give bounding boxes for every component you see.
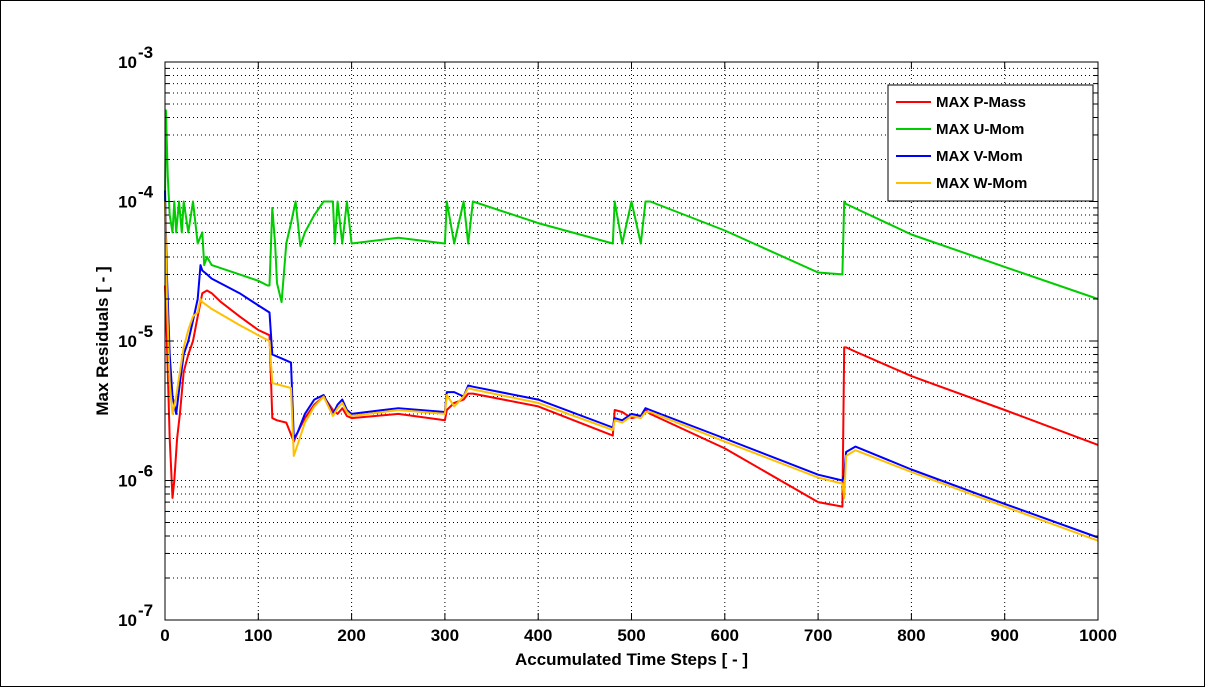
legend-entry-u-mom: MAX U-Mom	[896, 121, 1024, 138]
series-line-max-p-mass	[164, 285, 1099, 508]
y-tick-label-exponent: -7	[138, 601, 153, 620]
y-tick-label-exponent: -4	[138, 183, 154, 202]
x-tick-label: 100	[244, 626, 272, 645]
legend-entry-p-mass: MAX P-Mass	[896, 94, 1026, 111]
y-tick-label: 10	[118, 53, 137, 72]
x-tick-label: 400	[524, 626, 552, 645]
y-tick-label: 10	[118, 193, 137, 212]
y-tick-label-exponent: -3	[138, 43, 153, 62]
x-tick-label: 300	[431, 626, 459, 645]
x-tick-label: 200	[337, 626, 365, 645]
x-tick-label: 500	[617, 626, 645, 645]
y-tick-label: 10	[118, 611, 137, 630]
y-tick-label-exponent: -5	[138, 322, 153, 341]
series-line-max-w-mom	[164, 201, 1099, 542]
series-line-max-v-mom	[164, 190, 1099, 539]
legend-box	[887, 84, 1094, 202]
legend: MAX P-Mass MAX U-Mom MAX V-Mom MAX W-Mom	[887, 84, 1094, 202]
legend-label-w-mom: MAX W-Mom	[936, 175, 1027, 192]
x-tick-label: 0	[160, 626, 169, 645]
y-tick-labels: 10-710-610-510-410-3	[118, 43, 154, 630]
x-tick-labels: 0 100 200 300 400 500 600 700 800 900 1000	[160, 626, 1117, 645]
series-lines	[164, 109, 1099, 542]
legend-label-p-mass: MAX P-Mass	[936, 94, 1026, 111]
x-tick-label: 1000	[1079, 626, 1117, 645]
x-tick-label: 600	[711, 626, 739, 645]
series-line-max-u-mom	[164, 109, 1099, 304]
x-tick-label: 700	[804, 626, 832, 645]
y-tick-label-exponent: -6	[138, 462, 153, 481]
legend-entry-v-mom: MAX V-Mom	[896, 148, 1023, 165]
x-tick-label: 800	[897, 626, 925, 645]
x-tick-label: 900	[991, 626, 1019, 645]
legend-label-u-mom: MAX U-Mom	[936, 121, 1024, 138]
legend-label-v-mom: MAX V-Mom	[936, 148, 1023, 165]
x-axis-title: Accumulated Time Steps [ - ]	[515, 650, 748, 669]
legend-entry-w-mom: MAX W-Mom	[896, 175, 1027, 192]
y-axis-title: Max Residuals [ - ]	[93, 266, 112, 415]
y-tick-label: 10	[118, 472, 137, 491]
y-tick-label: 10	[118, 332, 137, 351]
